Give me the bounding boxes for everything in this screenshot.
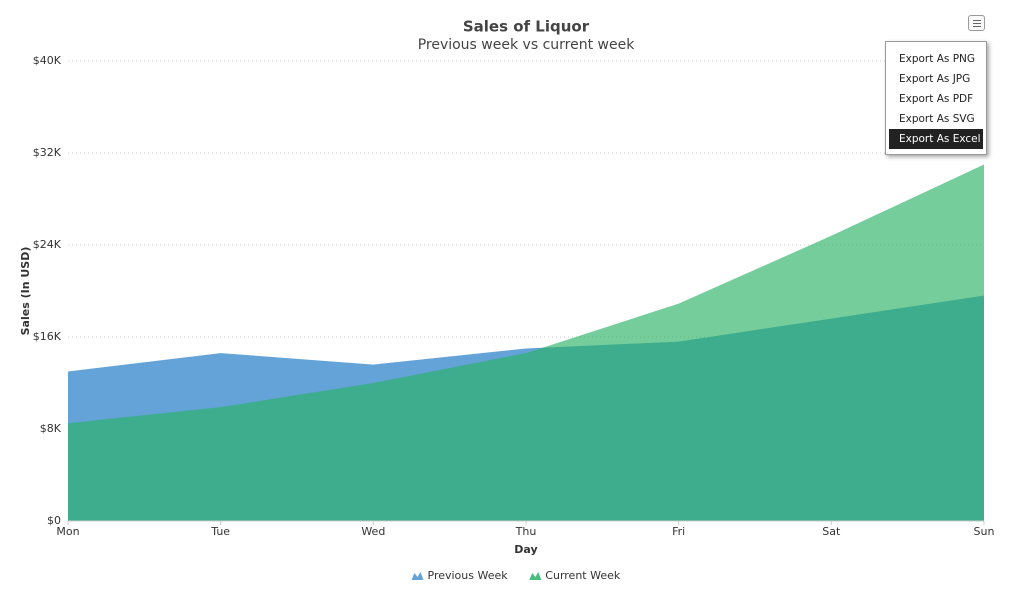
legend: Previous Week Current Week [411, 569, 621, 582]
menu-item[interactable]: Export As Excel [889, 129, 983, 149]
x-tick-label: Wed [361, 525, 385, 538]
x-tick-label: Tue [210, 525, 230, 538]
x-tick-label: Fri [672, 525, 685, 538]
y-tick-label: $32K [33, 146, 62, 159]
y-tick-label: $24K [33, 238, 62, 251]
x-axis-title: Day [514, 543, 537, 556]
legend-swatch [411, 572, 424, 580]
x-tick-label: Sun [974, 525, 995, 538]
legend-label: Current Week [545, 569, 621, 582]
x-tick-label: Mon [56, 525, 79, 538]
y-tick-label: $0 [47, 514, 61, 527]
legend-label: Previous Week [428, 569, 509, 582]
legend-swatch [529, 572, 542, 580]
y-axis-title: Sales (In USD) [19, 247, 32, 336]
y-tick-label: $40K [33, 54, 62, 67]
chart-subtitle: Previous week vs current week [418, 37, 636, 53]
menu-item[interactable]: Export As PDF [899, 93, 974, 105]
y-tick-label: $16K [33, 330, 62, 343]
x-tick-label: Thu [515, 525, 537, 538]
export-menu: Export As PNG Export As JPG Export As PD… [885, 41, 987, 155]
y-tick-label: $8K [40, 422, 62, 435]
menu-button[interactable] [968, 15, 985, 31]
menu-item[interactable]: Export As SVG [899, 113, 975, 125]
menu-item[interactable]: Export As JPG [899, 73, 971, 85]
menu-item[interactable]: Export As PNG [899, 53, 976, 65]
chart-title: Sales of Liquor [463, 18, 590, 36]
x-tick-label: Sat [822, 525, 841, 538]
area [68, 164, 984, 521]
